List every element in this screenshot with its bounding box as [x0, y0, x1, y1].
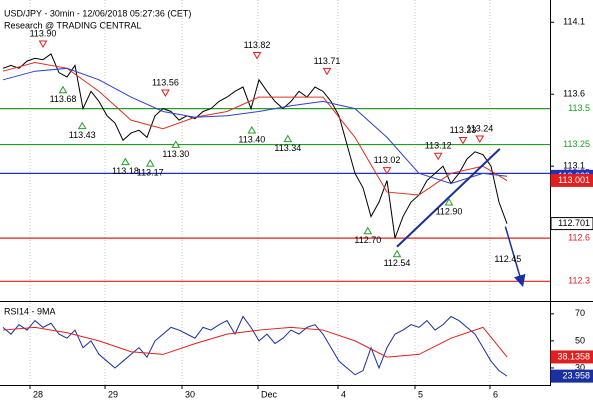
support-marker [392, 249, 402, 258]
support-marker [363, 226, 373, 235]
annotation-label: 113.12 [425, 141, 452, 151]
x-tick-label: 30 [185, 389, 195, 399]
annotation-label: 113.43 [69, 130, 96, 140]
last-value-label: 38.1358 [557, 351, 590, 361]
y-tick-label: 114.1 [563, 17, 585, 27]
level-label: 113.5 [568, 103, 590, 113]
y-tick-label: 113.1 [563, 161, 585, 171]
annotation-label: 113.68 [50, 94, 77, 104]
annotation-label: 113.17 [137, 167, 164, 177]
series-line [2, 326, 508, 358]
series-line [2, 315, 508, 377]
y-tick-label: 70 [575, 308, 585, 318]
annotation-label: 113.56 [152, 77, 179, 87]
annotation-label: 112.90 [436, 206, 463, 216]
x-tick-label: 4 [341, 389, 346, 399]
x-tick-label: 29 [108, 389, 118, 399]
chart-subtitle: Research @ TRADING CENTRAL [4, 20, 142, 30]
resistance-marker [38, 40, 48, 49]
trend-line [396, 148, 501, 248]
resistance-marker [458, 136, 468, 145]
last-value-label: 112.701 [558, 218, 590, 228]
series-line [2, 62, 508, 196]
annotation-label: 113.71 [314, 56, 341, 66]
x-tick-label: 5 [418, 389, 423, 399]
last-value-label: 113.001 [558, 175, 590, 185]
level-label: 112.6 [568, 232, 590, 242]
support-marker [58, 85, 68, 94]
annotation-label: 113.02 [374, 155, 401, 165]
resistance-marker [322, 67, 332, 76]
level-label: 112.3 [568, 276, 590, 286]
annotation-label: 113.18 [112, 166, 139, 176]
y-tick-label: 113.6 [563, 89, 585, 99]
last-value-label-box [550, 350, 593, 364]
annotation-label: 112.54 [384, 258, 411, 268]
series-line [2, 53, 508, 239]
level-label: 113.25 [563, 139, 590, 149]
forecast-arrow [504, 226, 526, 288]
resistance-marker [433, 152, 443, 161]
last-value-label: 23.958 [562, 371, 590, 381]
support-marker [77, 121, 87, 130]
annotation-label: 112.70 [354, 235, 381, 245]
annotation-label: 113.24 [466, 123, 493, 133]
annotation-label: 113.34 [274, 143, 301, 153]
x-tick-label: 6 [493, 389, 498, 399]
annotation-label: 112.45 [494, 254, 521, 264]
y-tick-label: 50 [575, 335, 585, 345]
last-value-label-box [550, 173, 593, 187]
annotation-label: 113.30 [162, 149, 189, 159]
rsi-title: RSI14 - 9MA [4, 306, 56, 316]
x-tick-label: Dec [261, 389, 278, 399]
support-marker [121, 157, 130, 166]
resistance-marker [382, 167, 392, 175]
last-value-label-box [550, 217, 593, 231]
y-tick-label: 30 [575, 362, 585, 372]
resistance-marker [252, 52, 262, 60]
support-marker [444, 197, 454, 206]
series-line [2, 67, 508, 184]
resistance-marker [475, 135, 485, 144]
annotation-label: 113.90 [30, 28, 57, 38]
support-marker [145, 159, 155, 167]
annotation-label: 113.82 [244, 40, 271, 50]
support-marker [171, 140, 181, 148]
annotation-label: 113.23 [450, 125, 477, 135]
annotation-label: 113.40 [238, 134, 265, 144]
support-marker [247, 126, 257, 134]
resistance-marker [161, 89, 170, 97]
x-tick-label: 28 [33, 389, 43, 399]
last-value-label-box [550, 369, 593, 383]
chart-title: USD/JPY - 30min - 12/06/2018 05:27:36 (C… [4, 8, 191, 18]
support-marker [283, 134, 293, 143]
